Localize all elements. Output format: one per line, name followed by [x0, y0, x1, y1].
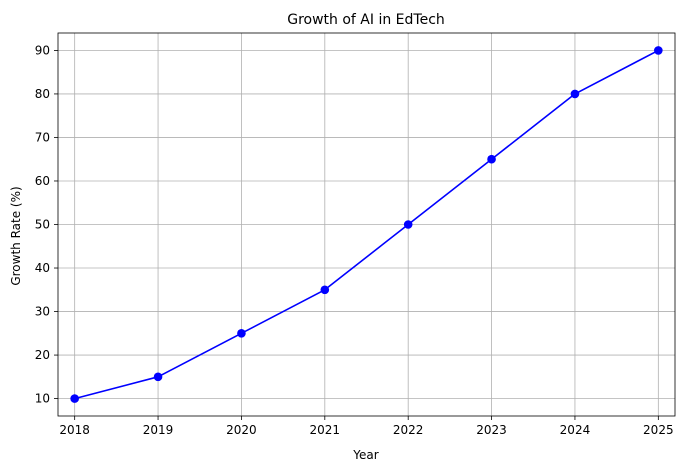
x-tick-label: 2023: [476, 423, 507, 437]
data-point: [403, 220, 413, 229]
data-point: [237, 329, 246, 338]
y-tick-label: 50: [35, 218, 50, 232]
data-point: [153, 372, 163, 382]
grid-lines: [58, 33, 675, 416]
data-point: [487, 154, 496, 164]
data-point: [654, 46, 663, 55]
data-point: [320, 285, 330, 295]
y-axis-title: Growth Rate (%): [9, 186, 23, 285]
x-tick-label: 2021: [310, 423, 341, 437]
data-series: [70, 46, 663, 403]
x-tick-label: 2018: [59, 423, 90, 437]
y-tick-label: 80: [35, 87, 50, 101]
y-tick-label: 40: [35, 261, 50, 275]
x-tick-label: 2022: [393, 423, 424, 437]
y-tick-label: 90: [35, 43, 50, 57]
data-point: [70, 394, 79, 403]
y-tick-label: 60: [35, 174, 50, 188]
x-tick-label: 2019: [143, 423, 174, 437]
y-axis-ticks: 10 20 30 40 50 60 70 80 90: [35, 43, 58, 406]
y-tick-label: 30: [35, 305, 50, 319]
x-axis-ticks: 2018 2019 2020 2021 2022 2023 2024 2025: [59, 416, 674, 437]
x-axis-title: Year: [352, 448, 378, 462]
x-tick-label: 2024: [560, 423, 591, 437]
x-tick-label: 2025: [643, 423, 674, 437]
chart-title: Growth of AI in EdTech: [287, 12, 445, 28]
y-tick-label: 70: [35, 130, 50, 144]
y-tick-label: 20: [35, 348, 50, 362]
series-line: [74, 49, 659, 400]
y-tick-label: 10: [35, 392, 50, 406]
x-tick-label: 2020: [226, 423, 257, 437]
data-point: [570, 89, 580, 99]
